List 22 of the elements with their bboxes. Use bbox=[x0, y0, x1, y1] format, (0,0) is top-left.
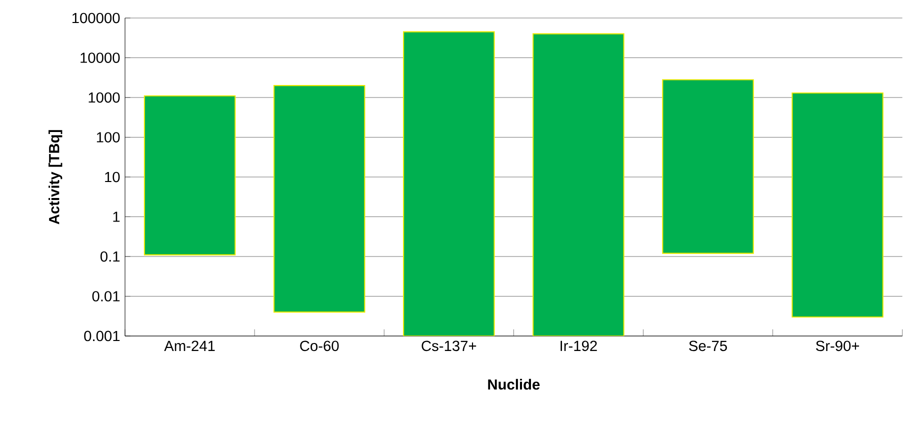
y-tick-label: 100 bbox=[96, 132, 120, 142]
bar bbox=[792, 92, 884, 318]
bar bbox=[662, 79, 754, 254]
x-axis-title: Nuclide bbox=[488, 378, 540, 390]
y-tick-label: 1000 bbox=[88, 92, 120, 103]
bar bbox=[273, 85, 366, 313]
y-tick-label: 0.1 bbox=[100, 251, 120, 262]
y-tick-label: 1 bbox=[113, 212, 120, 222]
x-tick-label: Cs-137+ bbox=[422, 340, 476, 352]
y-tick-label: 10 bbox=[105, 172, 120, 182]
x-tick-label: Co-60 bbox=[300, 340, 339, 352]
x-tick-label: Se-75 bbox=[689, 340, 727, 352]
y-tick-label: 100000 bbox=[72, 12, 120, 24]
y-tick-label: 0.01 bbox=[92, 291, 120, 302]
y-tick-label: 10000 bbox=[80, 52, 120, 63]
x-tick-label: Sr-90+ bbox=[816, 340, 860, 352]
y-tick-label: 0.001 bbox=[84, 330, 120, 342]
y-axis-title: Activity [TBq] bbox=[48, 130, 62, 224]
bar bbox=[403, 31, 495, 336]
bar bbox=[144, 95, 236, 256]
x-tick-label: Ir-192 bbox=[560, 340, 597, 352]
x-tick-label: Am-241 bbox=[164, 340, 215, 351]
